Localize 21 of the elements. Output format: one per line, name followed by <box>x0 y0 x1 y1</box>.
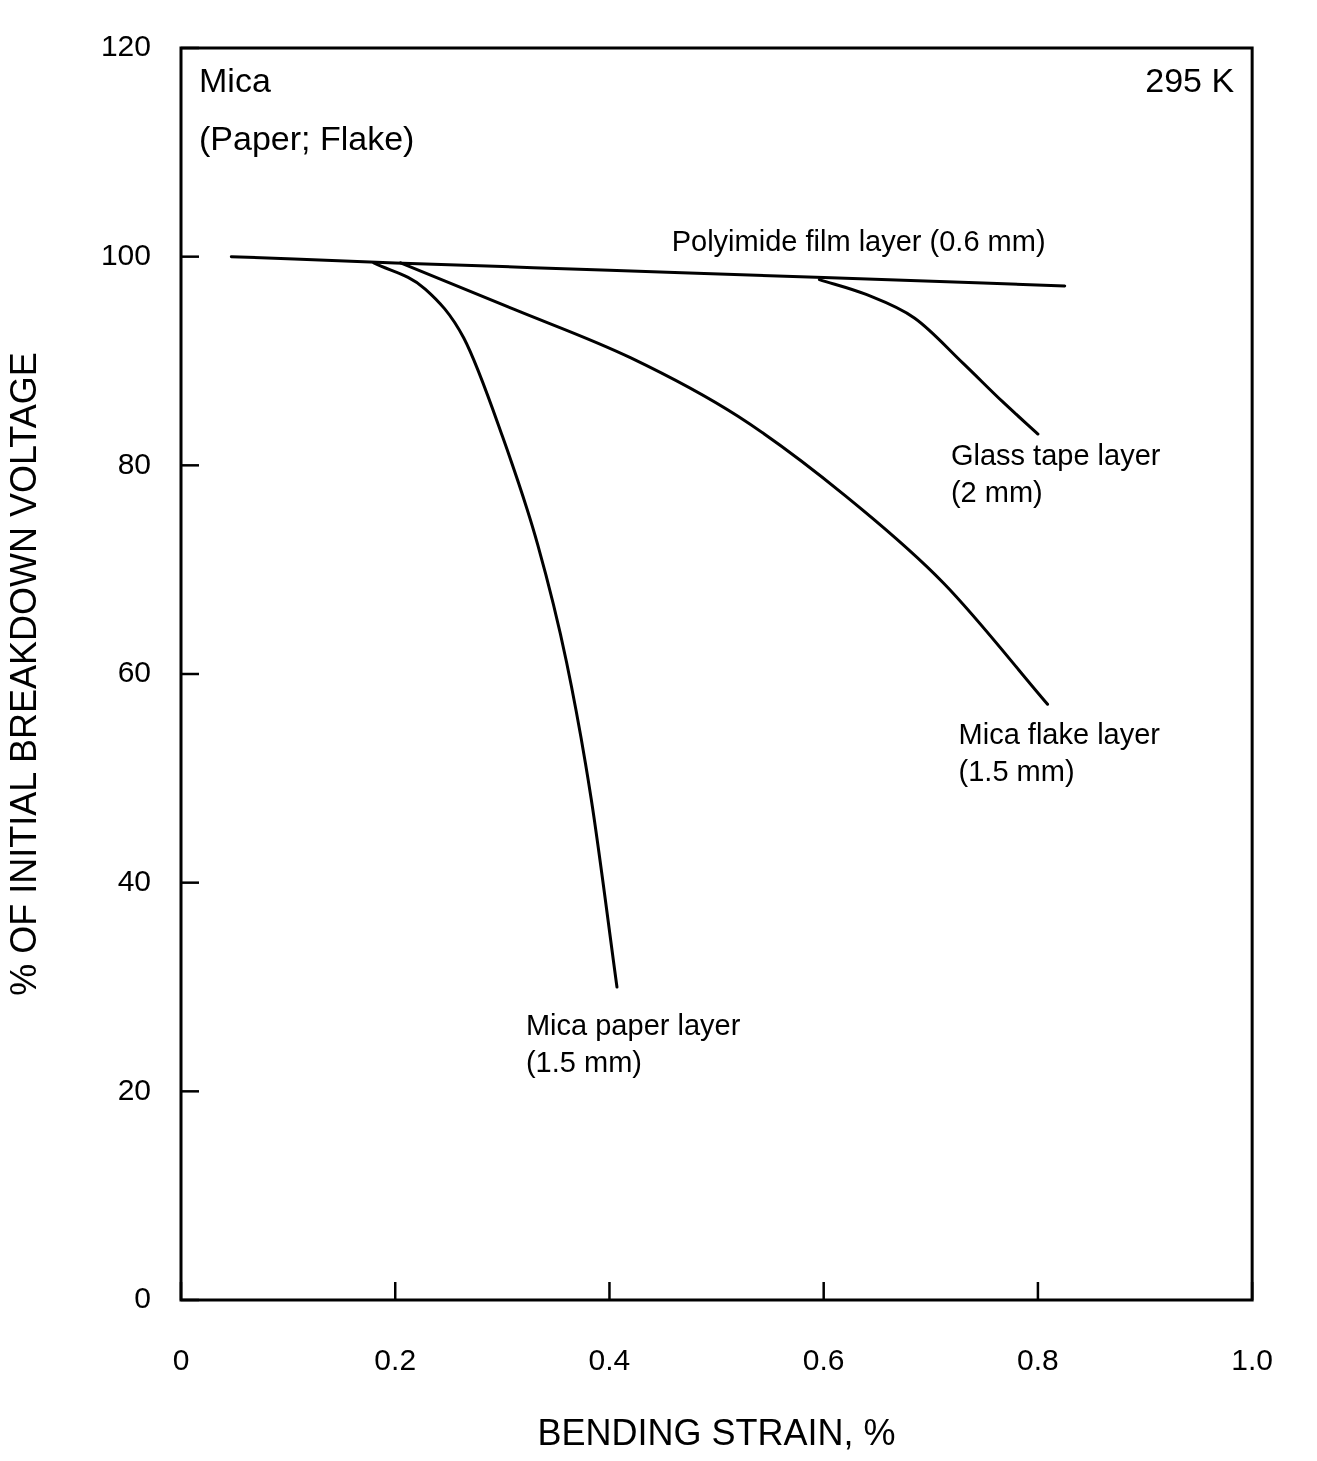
annotation: 295 K <box>1145 61 1235 100</box>
x-tick-label: 1.0 <box>1231 1343 1274 1377</box>
y-tick-label: 80 <box>117 446 151 480</box>
y-tick-label: 120 <box>100 29 151 63</box>
y-tick-label: 60 <box>117 655 151 689</box>
x-tick-label: 0.8 <box>1017 1343 1059 1377</box>
series-label: Glass tape layer (2 mm) <box>950 439 1161 509</box>
y-tick-label: 20 <box>117 1072 151 1106</box>
series-label: Polyimide film layer (0.6 mm) <box>671 224 1046 257</box>
y-tick-label: 40 <box>117 863 151 897</box>
x-axis-title: BENDING STRAIN, % <box>537 1412 896 1454</box>
y-axis-title: % OF INITIAL BREAKDOWN VOLTAGE <box>2 352 44 996</box>
x-tick-label: 0.6 <box>802 1343 845 1377</box>
series-label: Mica flake layer (1.5 mm) <box>958 718 1161 788</box>
text: Mica paper layer (1.5 mm) <box>525 1009 741 1078</box>
y-tick-label: 0 <box>134 1281 151 1315</box>
annotation: Mica (Paper; Flake) <box>199 61 415 158</box>
x-tick-label: 0.4 <box>588 1343 631 1377</box>
x-tick-label: 0.2 <box>374 1343 417 1377</box>
y-tick-label: 100 <box>100 237 151 271</box>
x-tick-label: 0 <box>172 1343 190 1377</box>
